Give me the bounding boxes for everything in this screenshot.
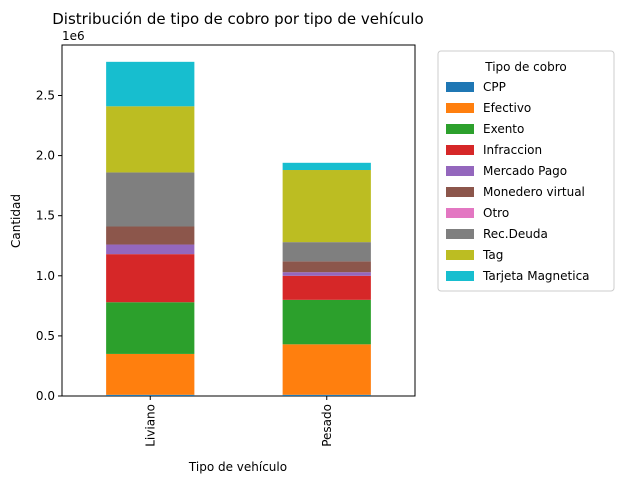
y-axis-label: Cantidad: [9, 194, 23, 248]
y-tick-label: 2.0: [36, 149, 55, 163]
legend-swatch-efectivo: [446, 103, 474, 113]
legend-swatch-tag: [446, 250, 474, 260]
y-tick-label: 0.5: [36, 329, 55, 343]
legend-swatch-mercado-pago: [446, 166, 474, 176]
bar-pesado-rec-deuda: [282, 242, 371, 262]
x-tick-label: Liviano: [143, 404, 157, 447]
legend-label-otro: Otro: [483, 206, 509, 220]
legend: Tipo de cobro CPP Efectivo Exento Infraccio…: [437, 50, 615, 292]
legend-label-rec-deuda: Rec.Deuda: [483, 227, 548, 241]
bar-pesado-monedero-virtual: [282, 261, 371, 273]
bar-pesado-exento: [282, 299, 371, 345]
legend-label-efectivo: Efectivo: [483, 101, 531, 115]
legend-swatch-tarjeta-magnetica: [446, 271, 474, 281]
y-axis: 0.0 0.5 1.0 1.5 2.0 2.5: [36, 88, 62, 403]
legend-title: Tipo de cobro: [484, 60, 566, 74]
bar-liviano-infraccion: [106, 254, 195, 303]
legend-items: CPP Efectivo Exento Infraccion Mercado Pago M…: [446, 80, 590, 283]
legend-label-exento: Exento: [483, 122, 524, 136]
bar-liviano-exento: [106, 302, 195, 354]
legend-swatch-exento: [446, 124, 474, 134]
bar-liviano-monedero-virtual: [106, 226, 195, 245]
bar-pesado-mercado-pago: [282, 272, 371, 276]
plot-area: [61, 44, 416, 397]
legend-swatch-rec-deuda: [446, 229, 474, 239]
bar-pesado-tarjeta-magnetica: [282, 162, 371, 171]
bar-liviano-tarjeta-magnetica: [106, 61, 195, 107]
chart-title: Distribución de tipo de cobro por tipo d…: [52, 10, 423, 28]
bar-liviano-tag: [106, 106, 195, 173]
y-tick-label: 1.5: [36, 209, 55, 223]
bar-liviano-mercado-pago: [106, 244, 195, 255]
bar-pesado-infraccion: [282, 275, 371, 300]
legend-swatch-otro: [446, 208, 474, 218]
x-axis: Liviano Pesado: [143, 396, 334, 447]
bar-liviano-efectivo: [106, 353, 195, 395]
bar-liviano-rec-deuda: [106, 172, 195, 227]
y-tick-label: 0.0: [36, 389, 55, 403]
y-axis-offset-label: 1e6: [62, 29, 85, 43]
legend-swatch-infraccion: [446, 145, 474, 155]
legend-frame: [437, 50, 615, 292]
legend-label-monedero-virtual: Monedero virtual: [483, 185, 585, 199]
legend-label-mercado-pago: Mercado Pago: [483, 164, 567, 178]
legend-label-cpp: CPP: [483, 80, 506, 94]
y-tick-label: 2.5: [36, 88, 55, 102]
x-tick-label: Pesado: [320, 404, 334, 447]
legend-label-tarjeta-magnetica: Tarjeta Magnetica: [482, 269, 590, 283]
bar-pesado-efectivo: [282, 344, 371, 395]
legend-label-infraccion: Infraccion: [483, 143, 542, 157]
bar-liviano-cpp: [106, 394, 195, 396]
bar-pesado-tag: [282, 170, 371, 243]
bar-pesado-cpp: [282, 394, 371, 396]
x-axis-label: Tipo de vehículo: [188, 460, 287, 474]
legend-swatch-cpp: [446, 82, 474, 92]
y-tick-label: 1.0: [36, 269, 55, 283]
legend-swatch-monedero-virtual: [446, 187, 474, 197]
legend-label-tag: Tag: [482, 248, 503, 262]
bars-layer: [106, 61, 371, 396]
